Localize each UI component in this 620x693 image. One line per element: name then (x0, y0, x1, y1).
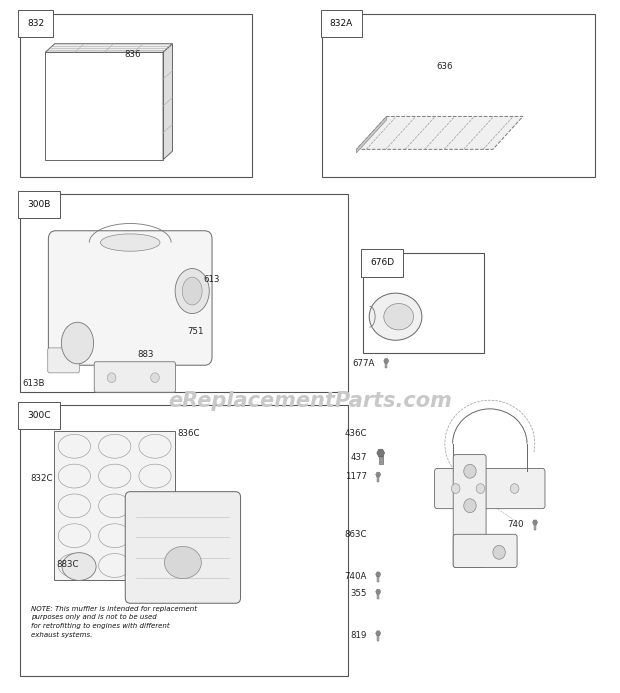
Polygon shape (356, 116, 386, 153)
Bar (20, 14, 252, 177)
Ellipse shape (100, 234, 160, 252)
Text: 676D: 676D (370, 258, 394, 267)
Bar (213, 330, 216, 337)
Ellipse shape (164, 547, 202, 579)
FancyBboxPatch shape (48, 348, 79, 373)
Text: 819: 819 (351, 631, 367, 640)
Circle shape (464, 499, 476, 513)
Bar (379, 455, 383, 464)
Circle shape (464, 464, 476, 478)
Text: NOTE: This muffler is intended for replacement
purposes only and is not to be us: NOTE: This muffler is intended for repla… (31, 606, 197, 638)
Text: 863C: 863C (345, 531, 367, 539)
Text: 740A: 740A (345, 572, 367, 581)
FancyBboxPatch shape (94, 362, 175, 392)
Bar (534, 523, 536, 530)
Ellipse shape (175, 269, 209, 313)
Text: 436C: 436C (345, 430, 367, 438)
Text: 751: 751 (187, 327, 203, 335)
Text: 636: 636 (436, 62, 453, 71)
FancyBboxPatch shape (453, 534, 517, 568)
Bar (20, 194, 348, 392)
Circle shape (151, 373, 159, 383)
Bar (20, 405, 348, 676)
Text: 613: 613 (203, 276, 220, 284)
Text: 1177: 1177 (345, 473, 367, 481)
FancyBboxPatch shape (48, 231, 212, 365)
Ellipse shape (384, 304, 414, 330)
Text: 740: 740 (507, 520, 524, 529)
Bar (153, 51, 157, 61)
Text: eReplacementParts.com: eReplacementParts.com (168, 391, 452, 410)
Text: 300B: 300B (27, 200, 51, 209)
Circle shape (493, 545, 505, 559)
Text: 437: 437 (350, 453, 367, 462)
Ellipse shape (61, 322, 94, 364)
Circle shape (451, 484, 460, 493)
Bar (45, 53, 163, 159)
Bar (210, 432, 212, 439)
Polygon shape (356, 116, 523, 150)
Text: 883: 883 (137, 351, 154, 359)
Text: 836C: 836C (177, 430, 200, 438)
Bar (377, 593, 379, 599)
Bar (385, 362, 388, 369)
Polygon shape (163, 44, 172, 159)
FancyBboxPatch shape (435, 468, 545, 509)
Ellipse shape (369, 293, 422, 340)
Circle shape (476, 484, 485, 493)
Circle shape (510, 484, 519, 493)
Bar (54, 431, 175, 581)
Text: 300C: 300C (27, 411, 51, 420)
Text: 832C: 832C (30, 474, 53, 482)
Text: 832: 832 (27, 19, 45, 28)
Ellipse shape (62, 553, 96, 581)
Ellipse shape (182, 277, 202, 305)
Text: 832A: 832A (330, 19, 353, 28)
Bar (230, 279, 232, 286)
FancyBboxPatch shape (125, 492, 241, 603)
Bar (363, 253, 484, 353)
Circle shape (107, 373, 116, 383)
Text: 613B: 613B (22, 380, 45, 388)
Text: 836: 836 (125, 50, 141, 58)
Bar (464, 64, 468, 73)
Bar (377, 475, 379, 482)
Bar (377, 634, 379, 641)
Bar (377, 575, 379, 582)
FancyBboxPatch shape (453, 455, 486, 568)
Polygon shape (45, 44, 172, 53)
Text: 883C: 883C (57, 561, 79, 569)
Text: 677A: 677A (353, 359, 375, 367)
Bar (56, 381, 60, 391)
Text: 355: 355 (350, 590, 367, 598)
Bar (322, 14, 595, 177)
